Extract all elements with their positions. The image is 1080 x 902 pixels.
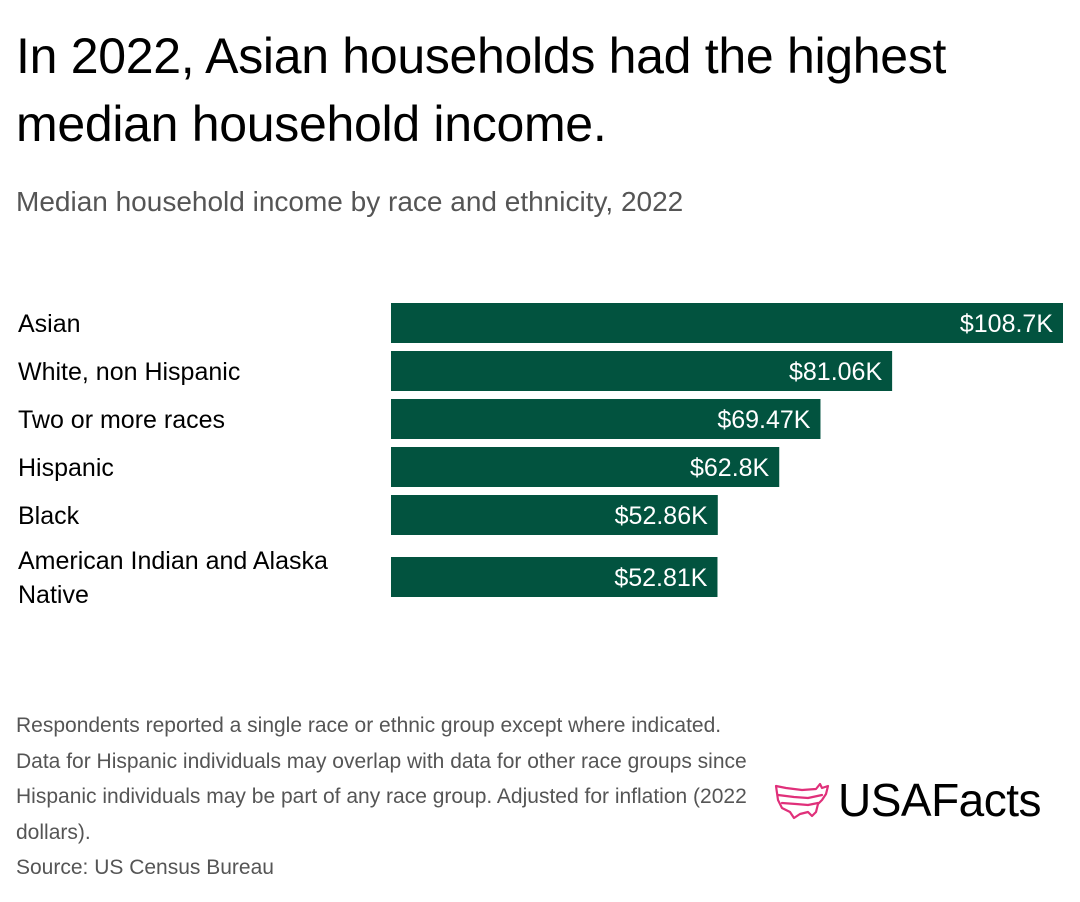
chart-subtitle: Median household income by race and ethn…	[16, 186, 684, 217]
category-label: American Indian and Alaska Native	[18, 547, 328, 609]
bar-4	[391, 495, 718, 535]
bar-value-label: $62.8K	[690, 454, 770, 482]
bar-3	[391, 447, 780, 487]
bar-chart: $108.7K Asian $81.06K White, non Hispanic $6…	[18, 303, 1063, 609]
usa-map-icon	[774, 782, 830, 820]
category-label: Two or more races	[18, 406, 225, 434]
bar-value-label: $108.7K	[960, 310, 1053, 338]
category-label: Black	[18, 502, 80, 530]
logo-text: USAFacts	[838, 774, 1042, 826]
bar-1	[391, 351, 893, 391]
source-note: Source: US Census Bureau	[16, 856, 274, 879]
bar-value-label: $52.81K	[614, 564, 707, 592]
usafacts-logo: USAFacts	[772, 770, 1042, 830]
category-label: Asian	[18, 310, 81, 338]
category-label: Hispanic	[18, 454, 114, 482]
bar-value-label: $69.47K	[717, 406, 810, 434]
bar-2	[391, 399, 821, 439]
chart-title: In 2022, Asian households had the highes…	[16, 28, 947, 152]
bar-0	[391, 303, 1063, 343]
footnote: Respondents reported a single race or et…	[16, 714, 747, 844]
bar-5	[391, 557, 718, 597]
bar-value-label: $81.06K	[789, 358, 882, 386]
bar-value-label: $52.86K	[615, 502, 708, 530]
category-label: White, non Hispanic	[18, 358, 240, 386]
